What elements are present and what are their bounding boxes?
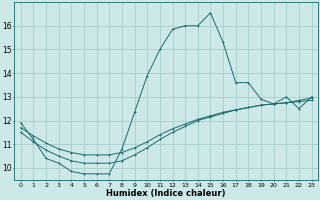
X-axis label: Humidex (Indice chaleur): Humidex (Indice chaleur) <box>107 189 226 198</box>
